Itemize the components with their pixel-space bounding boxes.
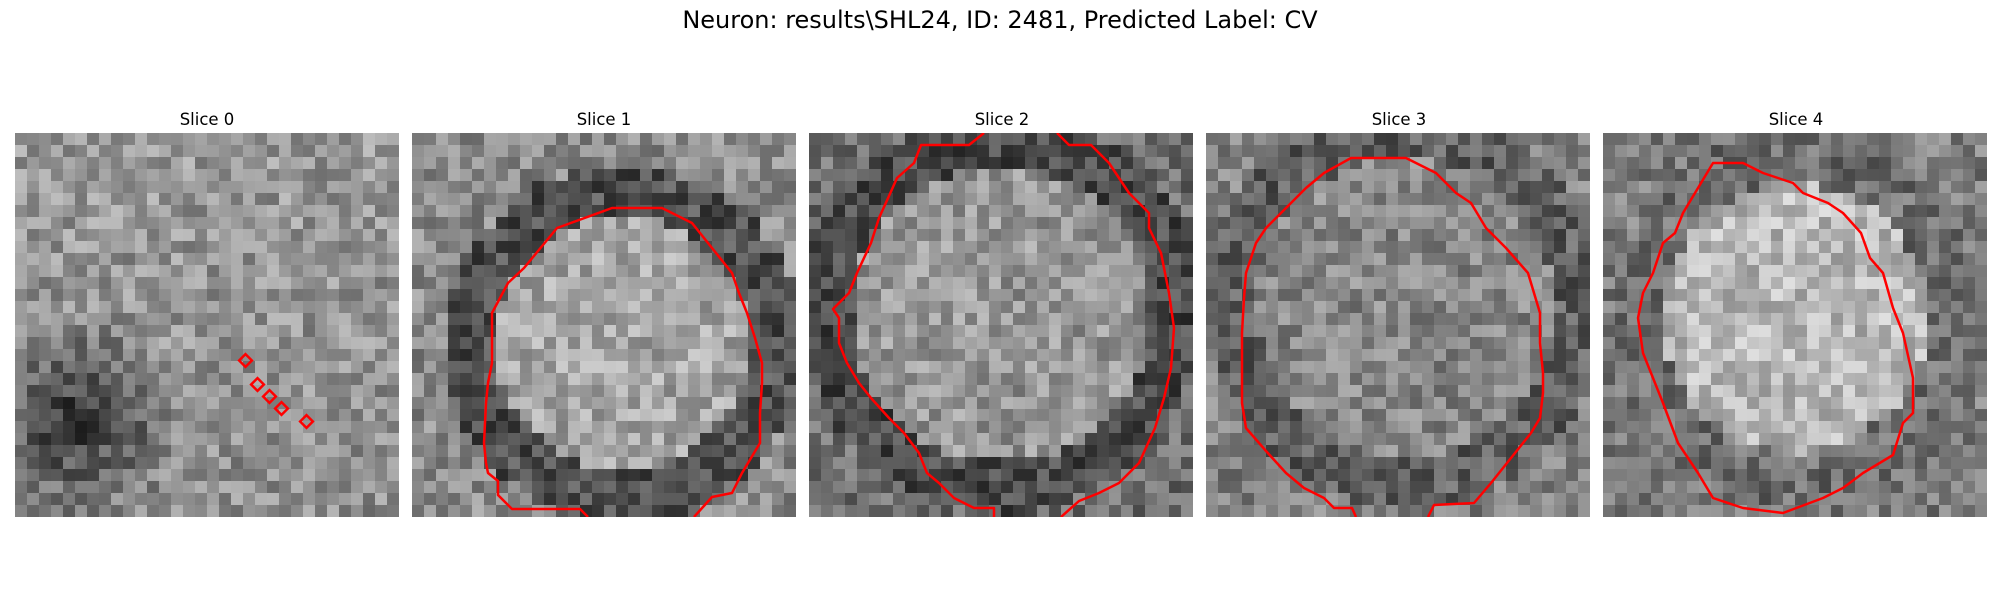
slice-3-contour <box>1240 156 1545 517</box>
slice-2-title: Slice 2 <box>974 110 1030 129</box>
contour-marker <box>298 413 315 430</box>
slice-4-title: Slice 4 <box>1768 110 1824 129</box>
slice-3-image <box>1206 133 1590 517</box>
slice-3-title: Slice 3 <box>1371 110 1427 129</box>
contour-marker <box>261 388 278 405</box>
slice-3-panel <box>1206 133 1590 517</box>
contour-marker <box>273 400 290 417</box>
slice-1-title: Slice 1 <box>576 110 632 129</box>
slice-4-panel <box>1603 133 1987 517</box>
slice-0-title: Slice 0 <box>179 110 235 129</box>
slice-2-contour <box>831 133 1176 517</box>
slice-2-image <box>809 133 1193 517</box>
contour-marker <box>249 376 266 393</box>
slice-1-panel <box>412 133 796 517</box>
contour-marker <box>237 352 254 369</box>
slice-1-image <box>412 133 796 517</box>
figure-title: Neuron: results\SHL24, ID: 2481, Predict… <box>682 6 1318 34</box>
slice-2-panel <box>809 133 1193 517</box>
slice-4-image <box>1603 133 1987 517</box>
slice-4-contour <box>1636 161 1915 515</box>
slice-1-contour <box>482 206 764 517</box>
slice-0-panel <box>15 133 399 517</box>
slice-0-contour <box>237 352 315 430</box>
slice-0-image <box>15 133 399 517</box>
